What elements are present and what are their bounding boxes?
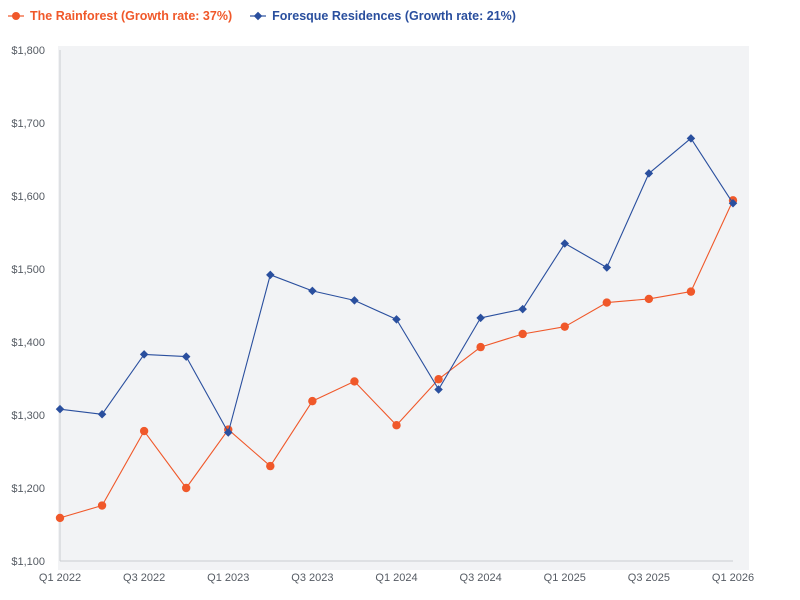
data-point-rainforest[interactable] — [97, 501, 107, 510]
y-tick-label: $1,500 — [11, 264, 45, 276]
data-point-rainforest[interactable] — [476, 342, 485, 352]
data-point-rainforest[interactable] — [392, 421, 401, 430]
data-point-foresque[interactable] — [602, 263, 612, 272]
legend-label-foresque: Foresque Residences (Growth rate: 21%) — [272, 9, 516, 23]
data-point-rainforest[interactable] — [518, 329, 527, 339]
data-point-foresque[interactable] — [392, 315, 401, 324]
x-tick-label: Q1 2023 — [207, 572, 249, 584]
data-point-rainforest[interactable] — [139, 426, 149, 436]
data-point-rainforest[interactable] — [350, 377, 359, 386]
data-point-foresque[interactable] — [139, 350, 149, 359]
data-point-foresque[interactable] — [55, 404, 65, 414]
data-point-rainforest[interactable] — [266, 461, 275, 471]
legend-label-rainforest: The Rainforest (Growth rate: 37%) — [30, 9, 233, 23]
legend-item-rainforest[interactable]: The Rainforest (Growth rate: 37%) — [8, 9, 232, 23]
y-tick-label: $1,800 — [11, 45, 45, 57]
x-tick-label: Q1 2026 — [712, 572, 754, 584]
data-point-rainforest[interactable] — [686, 287, 696, 296]
data-point-rainforest[interactable] — [644, 294, 654, 304]
data-point-rainforest[interactable] — [308, 396, 317, 406]
x-tick-label: Q3 2025 — [628, 572, 670, 584]
data-point-rainforest[interactable] — [560, 322, 569, 331]
x-tick-label: Q1 2025 — [544, 572, 586, 584]
legend-item-foresque[interactable]: Foresque Residences (Growth rate: 21%) — [250, 9, 516, 23]
data-point-rainforest[interactable] — [181, 483, 191, 493]
data-point-foresque[interactable] — [518, 304, 527, 314]
y-tick-label: $1,400 — [11, 337, 45, 349]
y-tick-label: $1,200 — [11, 483, 45, 495]
data-point-foresque[interactable] — [308, 286, 317, 296]
x-tick-label: Q1 2024 — [375, 572, 417, 584]
data-point-foresque[interactable] — [224, 428, 233, 437]
legend: The Rainforest (Growth rate: 37%) Foresq… — [8, 9, 516, 23]
data-point-rainforest[interactable] — [55, 513, 65, 523]
y-tick-label: $1,600 — [11, 191, 45, 203]
data-point-foresque[interactable] — [350, 296, 359, 305]
data-point-foresque[interactable] — [434, 385, 443, 394]
x-tick-label: Q3 2023 — [291, 572, 333, 584]
y-tick-label: $1,300 — [11, 410, 45, 422]
data-point-rainforest[interactable] — [434, 375, 443, 384]
legend-marker-rainforest — [8, 12, 24, 20]
y-tick-label: $1,100 — [11, 556, 45, 568]
x-tick-label: Q1 2022 — [39, 572, 81, 584]
x-tick-label: Q3 2022 — [123, 572, 165, 584]
data-point-rainforest[interactable] — [602, 298, 612, 307]
x-tick-label: Q3 2024 — [460, 572, 502, 584]
data-point-foresque[interactable] — [476, 313, 485, 323]
legend-marker-foresque — [250, 11, 267, 21]
data-point-foresque[interactable] — [97, 410, 107, 419]
data-point-foresque[interactable] — [181, 352, 191, 361]
plot-background — [58, 46, 749, 570]
data-point-foresque[interactable] — [266, 270, 275, 280]
y-tick-label: $1,700 — [11, 118, 45, 130]
